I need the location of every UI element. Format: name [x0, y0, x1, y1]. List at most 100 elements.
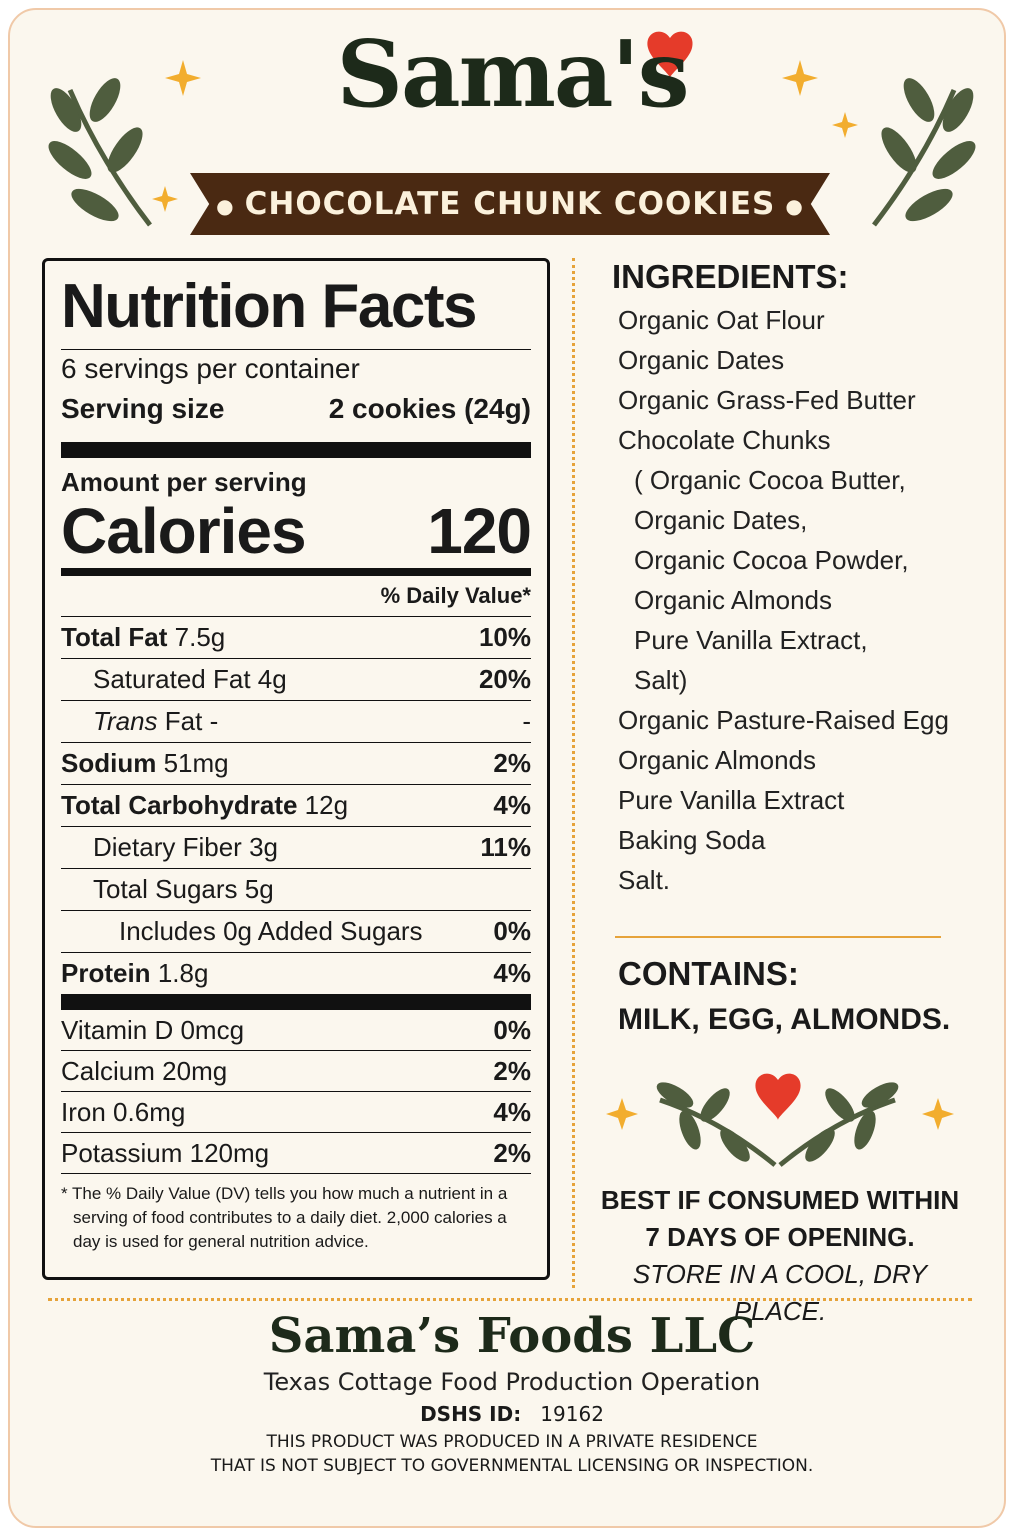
footnote: * The % Daily Value (DV) tells you how m… [61, 1184, 508, 1251]
brand-name: Sama's [336, 20, 690, 128]
nutrition-facts: Nutrition Facts 6 servings per container… [42, 258, 550, 1280]
ingredient: Pure Vanilla Extract, [634, 625, 868, 655]
ingredient: Organic Dates, [634, 505, 808, 535]
nutrient-dv: 11% [480, 832, 531, 862]
nutrient-amount: 4g [257, 664, 287, 694]
nutrient-row: Includes 0g Added Sugars 0% [61, 911, 531, 953]
ingredient: Organic Oat Flour [618, 305, 825, 335]
right-branch [872, 78, 976, 227]
vitamin-name: Potassium [61, 1138, 183, 1168]
id-value: 19162 [540, 1402, 604, 1426]
ingredient: Salt) [634, 665, 688, 695]
nutrient-row: Saturated Fat 4g 20% [61, 659, 531, 701]
ingredient: Baking Soda [618, 825, 766, 855]
nutrient-name: Fat [164, 706, 203, 736]
nutrient-amount: 7.5g [174, 622, 226, 652]
divider [61, 568, 531, 576]
vitamin-amount: 20mg [162, 1056, 228, 1086]
nutrient-amount: 51mg [163, 748, 229, 778]
ingredients-title: INGREDIENTS: [612, 258, 849, 295]
serving-size-value: 2 cookies (24g) [328, 393, 531, 424]
divider [615, 936, 941, 938]
bullet: ● [216, 193, 235, 218]
vitamin-name: Calcium [61, 1056, 155, 1086]
disclaimer: THIS PRODUCT WAS PRODUCED IN A PRIVATE R… [266, 1432, 758, 1452]
calories: Calories 120 [61, 495, 532, 567]
storage-line: STORE IN A COOL, DRY PLACE. [632, 1259, 928, 1326]
nutrient-dv: 10% [478, 622, 531, 652]
dshs-id: DSHS ID: 19162 [0, 1398, 1024, 1430]
servings: 6 servings per container [61, 353, 360, 384]
nutrient-amount: 5g [244, 874, 274, 904]
divider [61, 442, 531, 458]
bullet: ● [785, 193, 804, 218]
vitamin-text: Iron 0.6mg [61, 1092, 185, 1132]
nutrient-name: Sodium [61, 748, 157, 778]
ingredient: ( Organic Cocoa Butter, [634, 465, 906, 495]
id-label: DSHS ID: [420, 1402, 522, 1426]
dotted-divider [48, 1298, 972, 1301]
serving-size: Serving size 2 cookies (24g) [61, 388, 531, 430]
operation: Texas Cottage Food Production Operation [263, 1368, 761, 1396]
nutrient-row: Dietary Fiber 3g 11% [61, 827, 531, 869]
vitamin-dv: 2% [493, 1138, 531, 1168]
ingredients: INGREDIENTS: Organic Oat Flour Organic Da… [612, 254, 972, 900]
nutrient-amount: 3g [249, 832, 278, 862]
nutrient-row: Protein 1.8g 4% [61, 953, 531, 994]
company-name: Sama’s Foods LLC [268, 1308, 756, 1364]
nutrient-name: Protein [61, 958, 151, 988]
vitamin-amount: 120mg [189, 1138, 270, 1168]
nutrient-amount: 12g [304, 790, 349, 820]
ingredient: Organic Almonds [634, 585, 832, 615]
nutrient-dv: 4% [493, 958, 531, 988]
calories-label: Calories [61, 495, 307, 567]
vitamin-text: Vitamin D 0mcg [61, 1010, 244, 1050]
ingredient: Organic Almonds [618, 745, 816, 775]
vitamin-amount: 0.6mg [113, 1097, 186, 1127]
vitamin-name: Vitamin D [61, 1015, 174, 1045]
vitamin-name: Iron [61, 1097, 106, 1127]
vitamin-text: Potassium 120mg [61, 1133, 269, 1173]
nutrient-dv: 20% [478, 664, 531, 694]
header-decor [48, 31, 976, 227]
nutrient-row: Total Sugars 5g [61, 869, 531, 911]
allergens: CONTAINS: MILK, EGG, ALMONDS. [618, 950, 978, 1042]
nutrient-row: Trans Fat - - [61, 701, 531, 743]
vitamin-row: Vitamin D 0mcg 0% [61, 1010, 531, 1051]
nutrient-name: Dietary Fiber [93, 832, 242, 862]
allergens-title: CONTAINS: [618, 955, 799, 992]
nutrient-amount: - [209, 706, 219, 736]
vitamin-row: Potassium 120mg 2% [61, 1133, 531, 1174]
ingredient: Chocolate Chunks [618, 425, 831, 455]
vitamin-dv: 0% [493, 1015, 531, 1045]
storage-line: BEST IF CONSUMED WITHIN [600, 1185, 960, 1215]
ingredient: Organic Grass-Fed Butter [618, 385, 916, 415]
product-banner: ● CHOCOLATE CHUNK COOKIES ● [190, 173, 830, 235]
nutrient-dv: - [522, 706, 531, 736]
ingredient: Organic Dates [618, 345, 785, 375]
ingredient: Pure Vanilla Extract [618, 785, 845, 815]
footer: Sama’s Foods LLC Texas Cottage Food Prod… [0, 1306, 1024, 1478]
ingredients-list: Organic Oat Flour Organic Dates Organic Gr… [612, 300, 972, 900]
vitamin-row: Calcium 20mg 2% [61, 1051, 531, 1092]
serving-size-label: Serving size [61, 393, 225, 424]
heart [647, 31, 693, 78]
vitamin-dv: 4% [493, 1097, 531, 1127]
nutrient-dv: 2% [493, 748, 531, 778]
nutrient-row: Total Fat 7.5g 10% [61, 617, 531, 659]
nutrient-name: Total Carbohydrate [61, 790, 298, 820]
nutrient-name: Total Sugars [93, 874, 238, 904]
nutrient-dv: 4% [493, 790, 531, 820]
vitamin-amount: 0mcg [180, 1015, 245, 1045]
ingredient: Organic Pasture-Raised Egg [618, 705, 949, 735]
dv-header: % Daily Value* [61, 576, 531, 617]
dotted-divider [572, 258, 575, 1288]
vitamin-dv: 2% [493, 1056, 531, 1086]
nutrient-row: Sodium 51mg 2% [61, 743, 531, 785]
nutrient-name: Includes 0g Added Sugars [119, 916, 423, 946]
left-branch [48, 78, 152, 227]
ingredient: Salt. [618, 865, 671, 895]
allergens-text: MILK, EGG, ALMONDS. [618, 1003, 951, 1036]
